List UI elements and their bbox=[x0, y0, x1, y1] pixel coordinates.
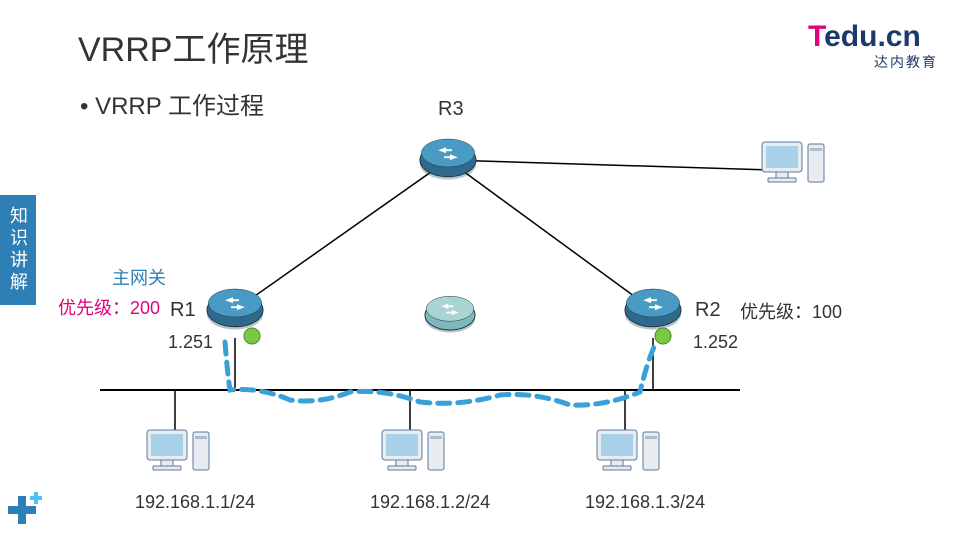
svg-text:R2: R2 bbox=[695, 299, 721, 321]
network-diagram: R3 R1 R2 主网关优先级：200 1.251 优先级：1001.252 192.168… bbox=[0, 0, 960, 540]
svg-text:主网关: 主网关 bbox=[112, 268, 166, 288]
corner-plus-icon bbox=[8, 492, 48, 532]
svg-text:192.168.1.1/24: 192.168.1.1/24 bbox=[135, 492, 255, 512]
svg-text:192.168.1.2/24: 192.168.1.2/24 bbox=[370, 492, 490, 512]
svg-text:1.251: 1.251 bbox=[168, 332, 213, 352]
svg-text:R3: R3 bbox=[438, 98, 464, 120]
svg-text:192.168.1.3/24: 192.168.1.3/24 bbox=[585, 492, 705, 512]
svg-text:1.252: 1.252 bbox=[693, 332, 738, 352]
svg-text:R1: R1 bbox=[170, 299, 196, 321]
svg-text:优先级：200: 优先级：200 bbox=[58, 298, 160, 318]
svg-text:优先级：100: 优先级：100 bbox=[740, 302, 842, 322]
